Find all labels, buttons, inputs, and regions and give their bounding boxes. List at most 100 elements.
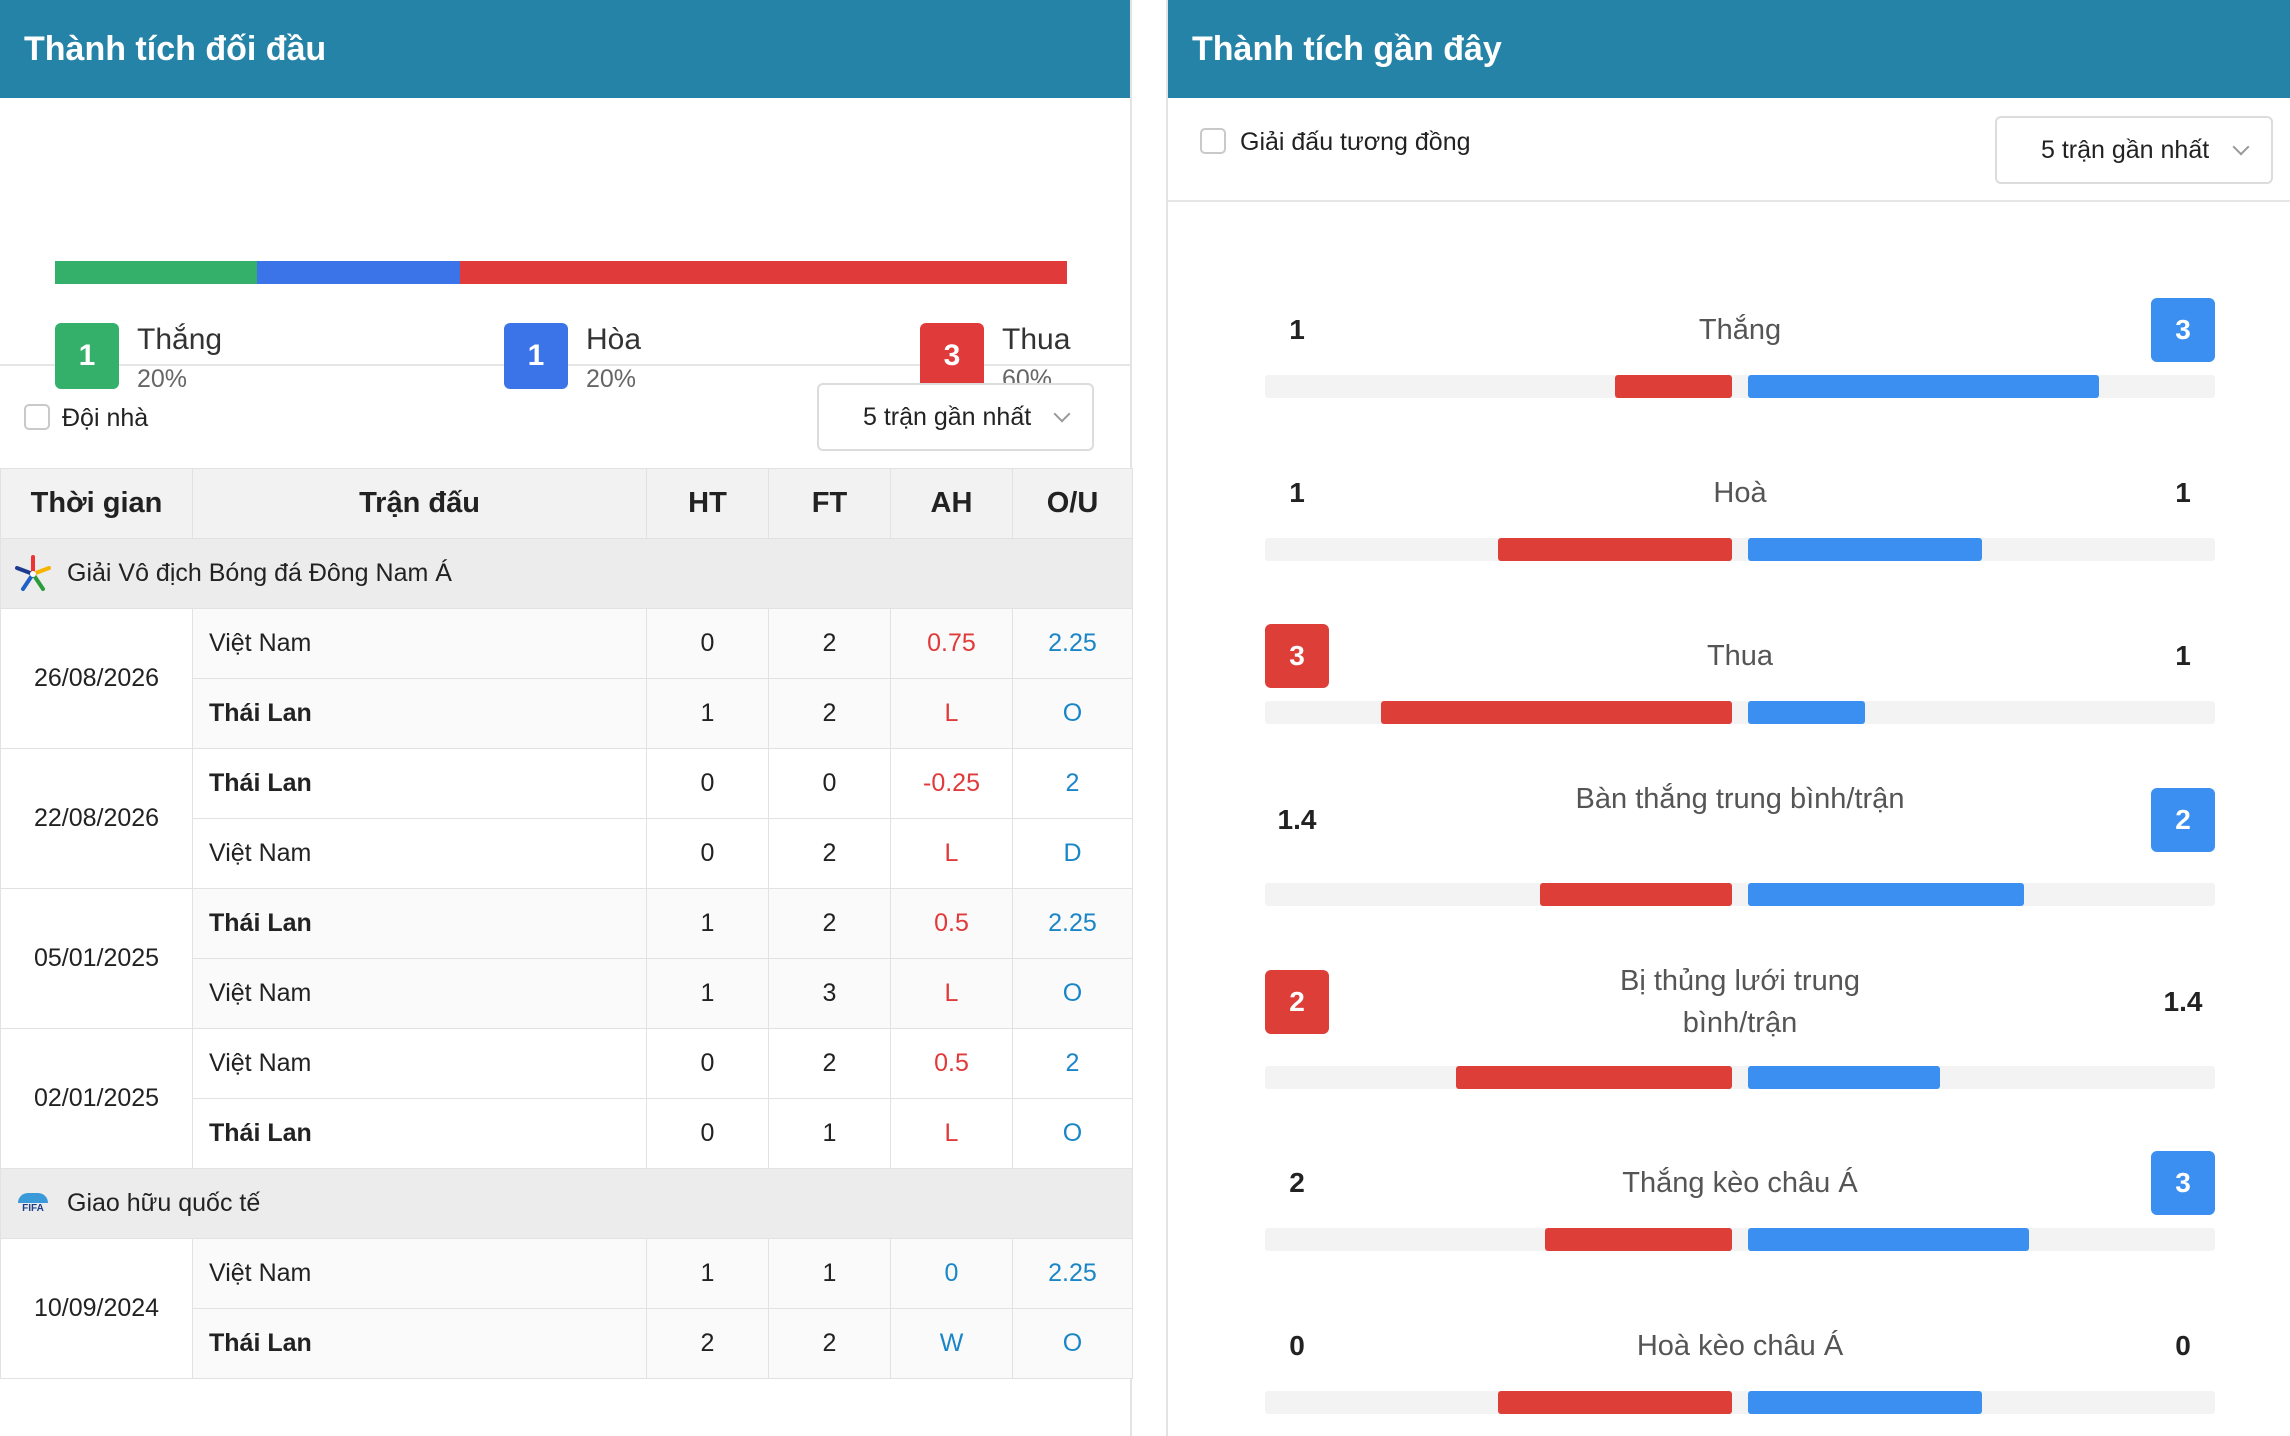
away-value: 0	[2175, 1330, 2191, 1361]
h2h-title: Thành tích đối đầu	[0, 0, 1130, 98]
table-row[interactable]: 26/08/2026 Việt Nam 0 2 0.75 2.25	[0, 608, 1133, 749]
h2h-filter-row: Đội nhà 5 trận gần nhất	[0, 366, 1130, 468]
ht-score: 1	[646, 888, 769, 959]
chevron-down-icon	[1053, 405, 1071, 423]
comparison-label: Thua	[1706, 640, 1774, 672]
team-name[interactable]: Thái Lan	[192, 1308, 647, 1379]
table-row[interactable]: 05/01/2025 Thái Lan 1 2 0.5 2.25	[0, 888, 1133, 1029]
over-under: 2.25	[1012, 608, 1133, 679]
home-bar	[1615, 375, 1732, 398]
away-bar	[1748, 1066, 1940, 1089]
comparison-label: Thắng kèo châu Á	[1622, 1167, 1858, 1199]
win-count-badge: 1	[55, 323, 119, 389]
ht-score: 0	[646, 608, 769, 679]
team-name[interactable]: Thái Lan	[192, 1098, 647, 1169]
over-under: O	[1012, 678, 1133, 749]
col-header-ah: AH	[890, 468, 1013, 539]
comparison-label: Bị thủng lưới trung bình/trận	[1620, 965, 1860, 1039]
win-segment	[55, 261, 258, 284]
over-under: O	[1012, 1098, 1133, 1169]
ft-score: 2	[768, 678, 891, 749]
table-row[interactable]: Thái Lan 2 2 W O	[1, 1308, 1133, 1379]
over-under: D	[1012, 818, 1133, 889]
league-row: FIFA Giao hữu quốc tế	[0, 1168, 1133, 1239]
league-name[interactable]: Giao hữu quốc tế	[67, 1189, 261, 1217]
home-value: 1	[1289, 314, 1305, 345]
same-league-checkbox-label[interactable]: Giải đấu tương đồng	[1240, 128, 1471, 156]
ht-score: 2	[646, 1308, 769, 1379]
recent-form-title: Thành tích gần đây	[1168, 0, 2290, 98]
away-value: 3	[2151, 1151, 2215, 1215]
team-name[interactable]: Việt Nam	[192, 1238, 647, 1309]
col-header-ou: O/U	[1012, 468, 1133, 539]
recent-form-panel: Thành tích gần đây Giải đấu tương đồng 5…	[1166, 0, 2290, 1436]
ht-score: 0	[646, 748, 769, 819]
same-league-checkbox[interactable]	[1200, 128, 1226, 154]
home-bar	[1498, 1391, 1732, 1414]
team-name[interactable]: Thái Lan	[192, 678, 647, 749]
recent-filter-row: Giải đấu tương đồng 5 trận gần nhất	[1168, 98, 2290, 202]
asian-handicap: 0.5	[890, 1028, 1013, 1099]
ht-score: 1	[646, 958, 769, 1029]
draw-segment	[257, 261, 460, 284]
team-name[interactable]: Việt Nam	[192, 818, 647, 889]
home-value: 3	[1265, 624, 1329, 688]
fifa-logo-text: FIFA	[22, 1202, 44, 1214]
comparison-track	[1265, 1066, 2215, 1089]
asian-handicap: L	[890, 1098, 1013, 1169]
loss-segment	[459, 261, 1067, 284]
win-pct: 20%	[137, 365, 188, 393]
team-name[interactable]: Thái Lan	[192, 888, 647, 959]
h2h-match-count-select[interactable]: 5 trận gần nhất	[817, 383, 1094, 451]
draw-count-badge: 1	[504, 323, 568, 389]
team-name[interactable]: Thái Lan	[192, 748, 647, 819]
table-row[interactable]: 22/08/2026 Thái Lan 0 0 -0.25 2	[0, 748, 1133, 889]
comparison-track	[1265, 1391, 2215, 1414]
h2h-summary: 1 Thắng 20% 1 Hòa 20% 3 Thua 60%	[0, 98, 1130, 393]
h2h-select-value: 5 trận gần nhất	[863, 402, 1032, 431]
col-header-ft: FT	[768, 468, 891, 539]
ht-score: 0	[646, 1098, 769, 1169]
team-name[interactable]: Việt Nam	[192, 958, 647, 1029]
table-row[interactable]: 02/01/2025 Việt Nam 0 2 0.5 2	[0, 1028, 1133, 1169]
draw-label: Hòa	[586, 323, 642, 356]
col-header-ht: HT	[646, 468, 769, 539]
h2h-panel: Thành tích đối đầu 1 Thắng 20% 1 Hòa 20%…	[0, 0, 1133, 1436]
table-row[interactable]: Thái Lan 0 1 L O	[1, 1098, 1133, 1169]
asian-handicap: W	[890, 1308, 1013, 1379]
team-name[interactable]: Việt Nam	[192, 608, 647, 679]
home-bar	[1498, 538, 1732, 561]
ft-score: 1	[768, 1098, 891, 1169]
loss-count-badge: 3	[920, 323, 984, 389]
home-team-checkbox[interactable]	[24, 404, 50, 430]
fifa-logo-icon: FIFA	[13, 1184, 53, 1224]
over-under: 2	[1012, 1028, 1133, 1099]
home-value: 1.4	[1277, 804, 1317, 835]
comparison-label: Hoà kèo châu Á	[1636, 1330, 1844, 1362]
recent-select-value: 5 trận gần nhất	[2041, 135, 2210, 164]
home-bar	[1455, 1066, 1732, 1089]
asian-handicap: L	[890, 958, 1013, 1029]
match-date: 22/08/2026	[0, 748, 193, 889]
loss-stat: 3 Thua 60%	[920, 323, 1070, 394]
h2h-table-body: Giải Vô địch Bóng đá Đông Nam Á 26/08/202…	[0, 538, 1133, 1379]
over-under: O	[1012, 958, 1133, 1029]
home-value: 0	[1289, 1330, 1305, 1361]
table-row[interactable]: Việt Nam 0 2 L D	[1, 818, 1133, 889]
ht-score: 1	[646, 1238, 769, 1309]
away-bar	[1748, 1391, 1982, 1414]
asian-handicap: L	[890, 678, 1013, 749]
home-team-checkbox-label[interactable]: Đội nhà	[62, 404, 149, 432]
ft-score: 1	[768, 1238, 891, 1309]
comparison-label: Bàn thắng trung bình/trận	[1575, 783, 1905, 815]
recent-match-count-select[interactable]: 5 trận gần nhất	[1995, 116, 2273, 184]
team-name[interactable]: Việt Nam	[192, 1028, 647, 1099]
draw-pct: 20%	[586, 365, 637, 393]
table-row[interactable]: Việt Nam 1 3 L O	[1, 958, 1133, 1029]
asian-handicap: -0.25	[890, 748, 1013, 819]
table-row[interactable]: 10/09/2024 Việt Nam 1 1 0 2.25	[0, 1238, 1133, 1379]
home-bar	[1540, 883, 1732, 906]
asian-handicap: 0	[890, 1238, 1013, 1309]
away-bar	[1748, 375, 2099, 398]
league-name[interactable]: Giải Vô địch Bóng đá Đông Nam Á	[67, 559, 452, 587]
